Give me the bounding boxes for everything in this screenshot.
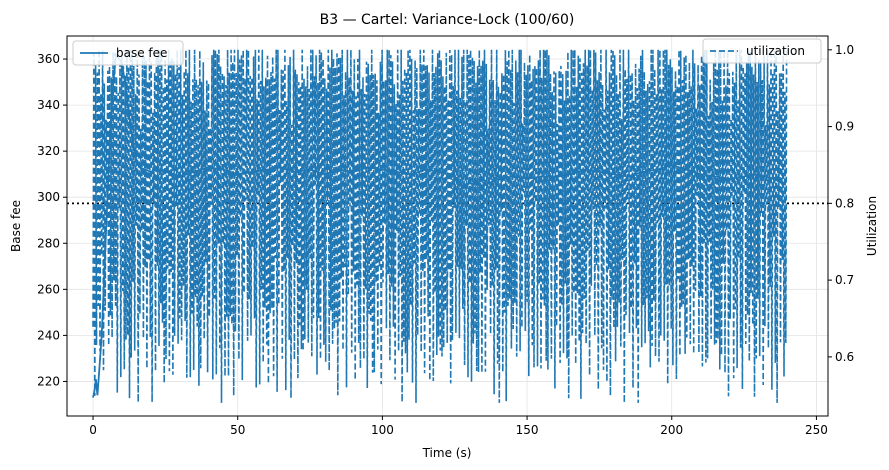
y-tick-label: 340	[37, 98, 60, 112]
y2-tick-label: 0.9	[835, 120, 854, 134]
y-axis-label: Base fee	[9, 200, 23, 252]
chart-title: B3 — Cartel: Variance-Lock (100/60)	[320, 12, 575, 28]
y-tick-label: 300	[37, 190, 60, 204]
x-tick-label: 150	[516, 423, 539, 437]
y-tick-label: 260	[37, 282, 60, 296]
legend-right-box	[702, 38, 822, 64]
x-tick-label: 250	[805, 423, 828, 437]
legend-left: base fee	[72, 40, 184, 66]
y2-tick-label: 0.7	[835, 273, 854, 287]
y2-tick-label: 1.0	[835, 43, 854, 57]
y2-axis-label: Utilization	[865, 196, 879, 256]
x-tick-label: 50	[230, 423, 245, 437]
plot-frame	[66, 35, 829, 417]
x-tick-label: 200	[660, 423, 683, 437]
y2-tick-label: 0.6	[835, 350, 854, 364]
y-tick-label: 320	[37, 144, 60, 158]
y-tick-label: 360	[37, 52, 60, 66]
x-axis-label: Time (s)	[422, 446, 472, 460]
ticks-layer: 0 50 100 150 200 250 220 240 260 280 300 320 340 360 0…	[37, 43, 854, 437]
y-tick-label: 240	[37, 328, 60, 342]
y2-tick-label: 0.8	[835, 196, 854, 210]
y-tick-label: 220	[37, 374, 60, 388]
legend-left-box	[72, 40, 184, 66]
legend-utilization-label: utilization	[746, 44, 805, 58]
legend-right: utilization	[702, 38, 822, 64]
series-utilization-line	[92, 49, 788, 403]
x-tick-label: 100	[371, 423, 394, 437]
x-tick-label: 0	[89, 423, 97, 437]
y-tick-label: 280	[37, 236, 60, 250]
legend-base-fee-label: base fee	[116, 46, 167, 60]
